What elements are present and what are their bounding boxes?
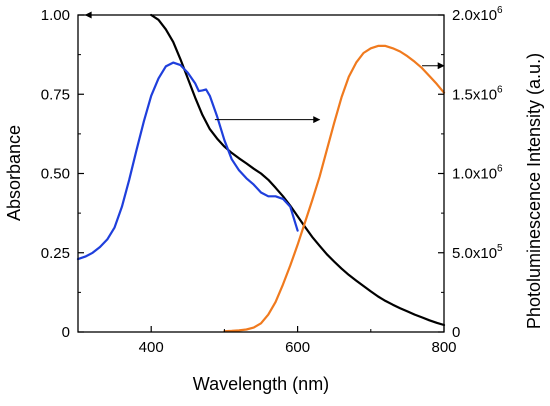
y-left-tick-label: 0.75 xyxy=(41,86,70,103)
y-axis-left-title: Absorbance xyxy=(4,125,24,221)
y-left-tick-label: 0.25 xyxy=(41,245,70,262)
x-tick-label: 800 xyxy=(431,339,456,356)
y-right-tick-label: 1.5x106 xyxy=(452,84,503,103)
x-tick-label: 400 xyxy=(139,339,164,356)
series-layer xyxy=(76,13,446,333)
y-right-tick-label: 5.0x105 xyxy=(452,243,503,262)
x-axis-title: Wavelength (nm) xyxy=(193,374,329,394)
y-left-tick-label: 0 xyxy=(62,324,70,341)
y-axis-right-title: Photoluminescence Intensity (a.u.) xyxy=(524,53,544,329)
y-left-tick-label: 0.50 xyxy=(41,166,70,183)
y-left-tick-label: 1.00 xyxy=(41,7,70,24)
series-line-2 xyxy=(223,44,446,333)
annotation-layer xyxy=(84,11,445,124)
series-line-1 xyxy=(76,61,299,261)
x-tick-label: 600 xyxy=(285,339,310,356)
y-right-tick-label: 1.0x106 xyxy=(452,164,503,183)
y-right-tick-label: 0 xyxy=(452,324,460,341)
series-line-0 xyxy=(150,13,446,327)
tick-layer: 400 600 80000.250.500.751.0005.0x1051.0x10… xyxy=(41,5,503,356)
y-right-tick-label: 2.0x106 xyxy=(452,5,503,24)
